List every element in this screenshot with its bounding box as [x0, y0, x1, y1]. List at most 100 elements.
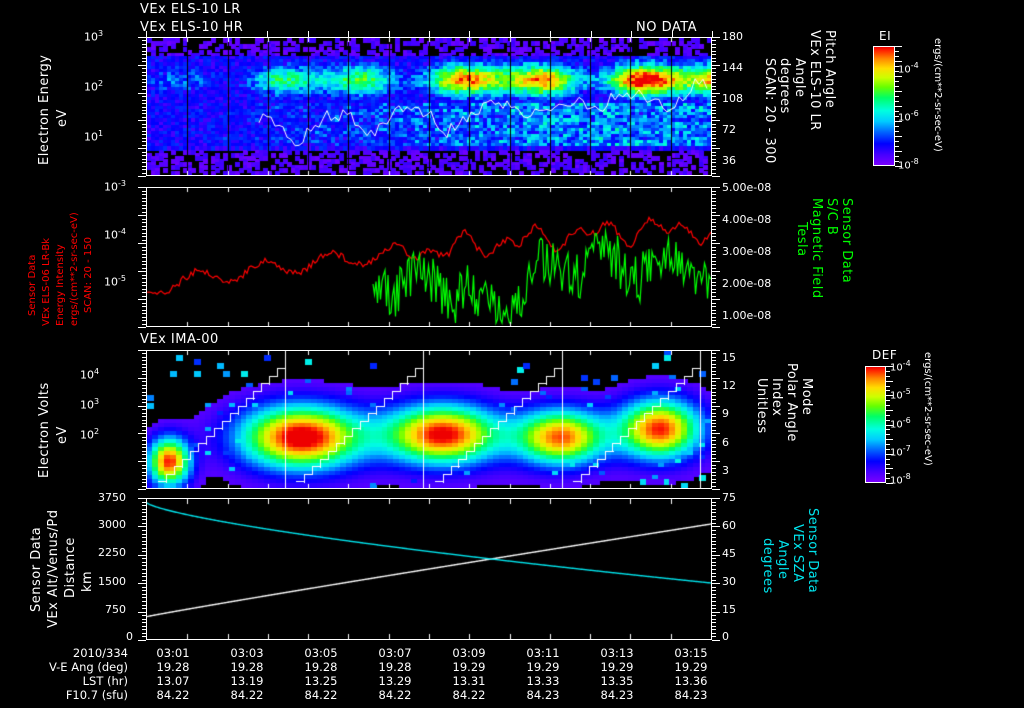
axis-tick — [142, 512, 146, 513]
axis-tick — [712, 103, 716, 104]
panel3-plot-area[interactable] — [146, 350, 712, 489]
axis-tick — [712, 327, 720, 328]
axis-tick — [142, 416, 146, 417]
axis-tick — [142, 437, 146, 438]
panel2-left-label-sensor: Sensor Data — [27, 254, 38, 316]
panel1-rtick-144: 144 — [722, 61, 743, 74]
table-cell: 03:13 — [600, 646, 634, 660]
axis-tick — [138, 406, 146, 407]
axis-tick — [142, 454, 146, 455]
axis-tick — [712, 615, 716, 616]
panel1-rtick-180: 180 — [722, 30, 743, 43]
colorbar-tick — [886, 376, 890, 377]
table-cell: 03:07 — [378, 646, 412, 660]
panel1-cb-tick-1: 10-6 — [898, 109, 919, 124]
axis-tick — [142, 127, 146, 128]
axis-tick — [712, 292, 716, 293]
axis-tick — [712, 482, 716, 483]
axis-tick — [712, 622, 716, 623]
axis-tick — [712, 243, 720, 244]
panel3-cb-tick-2: 10-6 — [890, 416, 911, 431]
axis-tick — [712, 541, 716, 542]
axis-tick — [712, 257, 716, 258]
colorbar-tick — [886, 400, 890, 401]
table-row: LST (hr) 13.07 13.19 13.25 13.29 13.31 13.33 13… — [10, 674, 728, 688]
axis-tick — [712, 633, 716, 634]
axis-tick — [712, 523, 716, 524]
axis-tick — [712, 512, 716, 513]
axis-tick — [142, 388, 146, 389]
axis-tick — [712, 505, 716, 506]
axis-tick — [142, 569, 146, 570]
axis-tick — [142, 367, 146, 368]
axis-tick — [142, 523, 146, 524]
axis-tick — [712, 447, 716, 448]
axis-tick — [712, 61, 716, 62]
axis-tick — [712, 145, 716, 146]
axis-tick — [142, 268, 146, 269]
colorbar-tick — [895, 71, 899, 72]
panel4-left-label-km: km — [80, 570, 95, 592]
table-cell: 19.29 — [674, 660, 708, 674]
axis-tick — [138, 526, 146, 527]
panel3-rtick-15: 15 — [722, 351, 736, 364]
axis-tick — [712, 40, 716, 41]
axis-tick — [712, 54, 716, 55]
panel2-left-label-scan: SCAN: 20 - 150 — [83, 237, 94, 313]
table-cell: 13.31 — [452, 674, 486, 688]
axis-tick — [142, 54, 146, 55]
axis-tick — [712, 44, 716, 45]
axis-tick — [142, 381, 146, 382]
axis-tick — [712, 212, 716, 213]
axis-tick — [712, 72, 716, 73]
axis-tick — [142, 201, 146, 202]
panel1-ylabel: Electron Energy — [37, 54, 52, 165]
axis-tick — [712, 261, 716, 262]
colorbar-tick — [886, 478, 890, 479]
axis-tick — [712, 472, 716, 473]
axis-tick — [142, 194, 146, 195]
panel3-title: VEx IMA-00 — [140, 332, 219, 347]
axis-tick — [712, 364, 716, 365]
colorbar-tick — [886, 439, 893, 440]
panel2-rtick-4e-8: 4.00e-08 — [722, 213, 772, 226]
colorbar-tick — [895, 91, 902, 92]
panel2-plot-area[interactable] — [146, 187, 712, 327]
axis-tick — [142, 310, 146, 311]
axis-tick — [712, 159, 716, 160]
axis-tick — [348, 31, 349, 37]
table-cell: 19.28 — [378, 660, 412, 674]
colorbar-tick — [886, 386, 890, 387]
panel1-rtick-36: 36 — [722, 154, 736, 167]
colorbar-tick — [886, 390, 890, 391]
axis-tick — [712, 250, 716, 251]
panel3-ytick-10000: 104 — [80, 367, 100, 382]
axis-tick — [142, 257, 146, 258]
axis-tick — [712, 551, 716, 552]
panel1-plot-area[interactable] — [146, 37, 712, 176]
axis-tick — [712, 465, 716, 466]
axis-tick — [712, 65, 720, 66]
axis-tick — [712, 194, 716, 195]
table-cell: 13.35 — [600, 674, 634, 688]
panel2-rtick-5e-8: 5.00e-08 — [722, 181, 772, 194]
axis-tick — [712, 324, 716, 325]
axis-tick — [142, 317, 146, 318]
panel4-rtick-15: 15 — [722, 603, 736, 616]
panel2-ytick-1e-5: 10-5 — [104, 274, 126, 289]
axis-tick — [712, 458, 716, 459]
panel3-ytick-1000: 103 — [80, 397, 100, 412]
panel2-right-label-tesla: Tesla — [794, 222, 809, 257]
axis-tick — [712, 198, 716, 199]
table-row: V-E Ang (deg) 19.28 19.28 19.28 19.28 19.29 19… — [10, 660, 728, 674]
panel2-right-label-sc-b: S/C B — [824, 198, 839, 236]
axis-tick — [712, 155, 716, 156]
panel3-yunits: eV — [55, 426, 70, 444]
axis-tick — [142, 468, 146, 469]
axis-tick — [142, 562, 146, 563]
colorbar-tick — [886, 410, 893, 411]
colorbar-tick — [895, 81, 899, 82]
axis-tick — [712, 583, 720, 584]
axis-tick — [712, 426, 716, 427]
panel4-plot-area[interactable] — [146, 498, 712, 640]
